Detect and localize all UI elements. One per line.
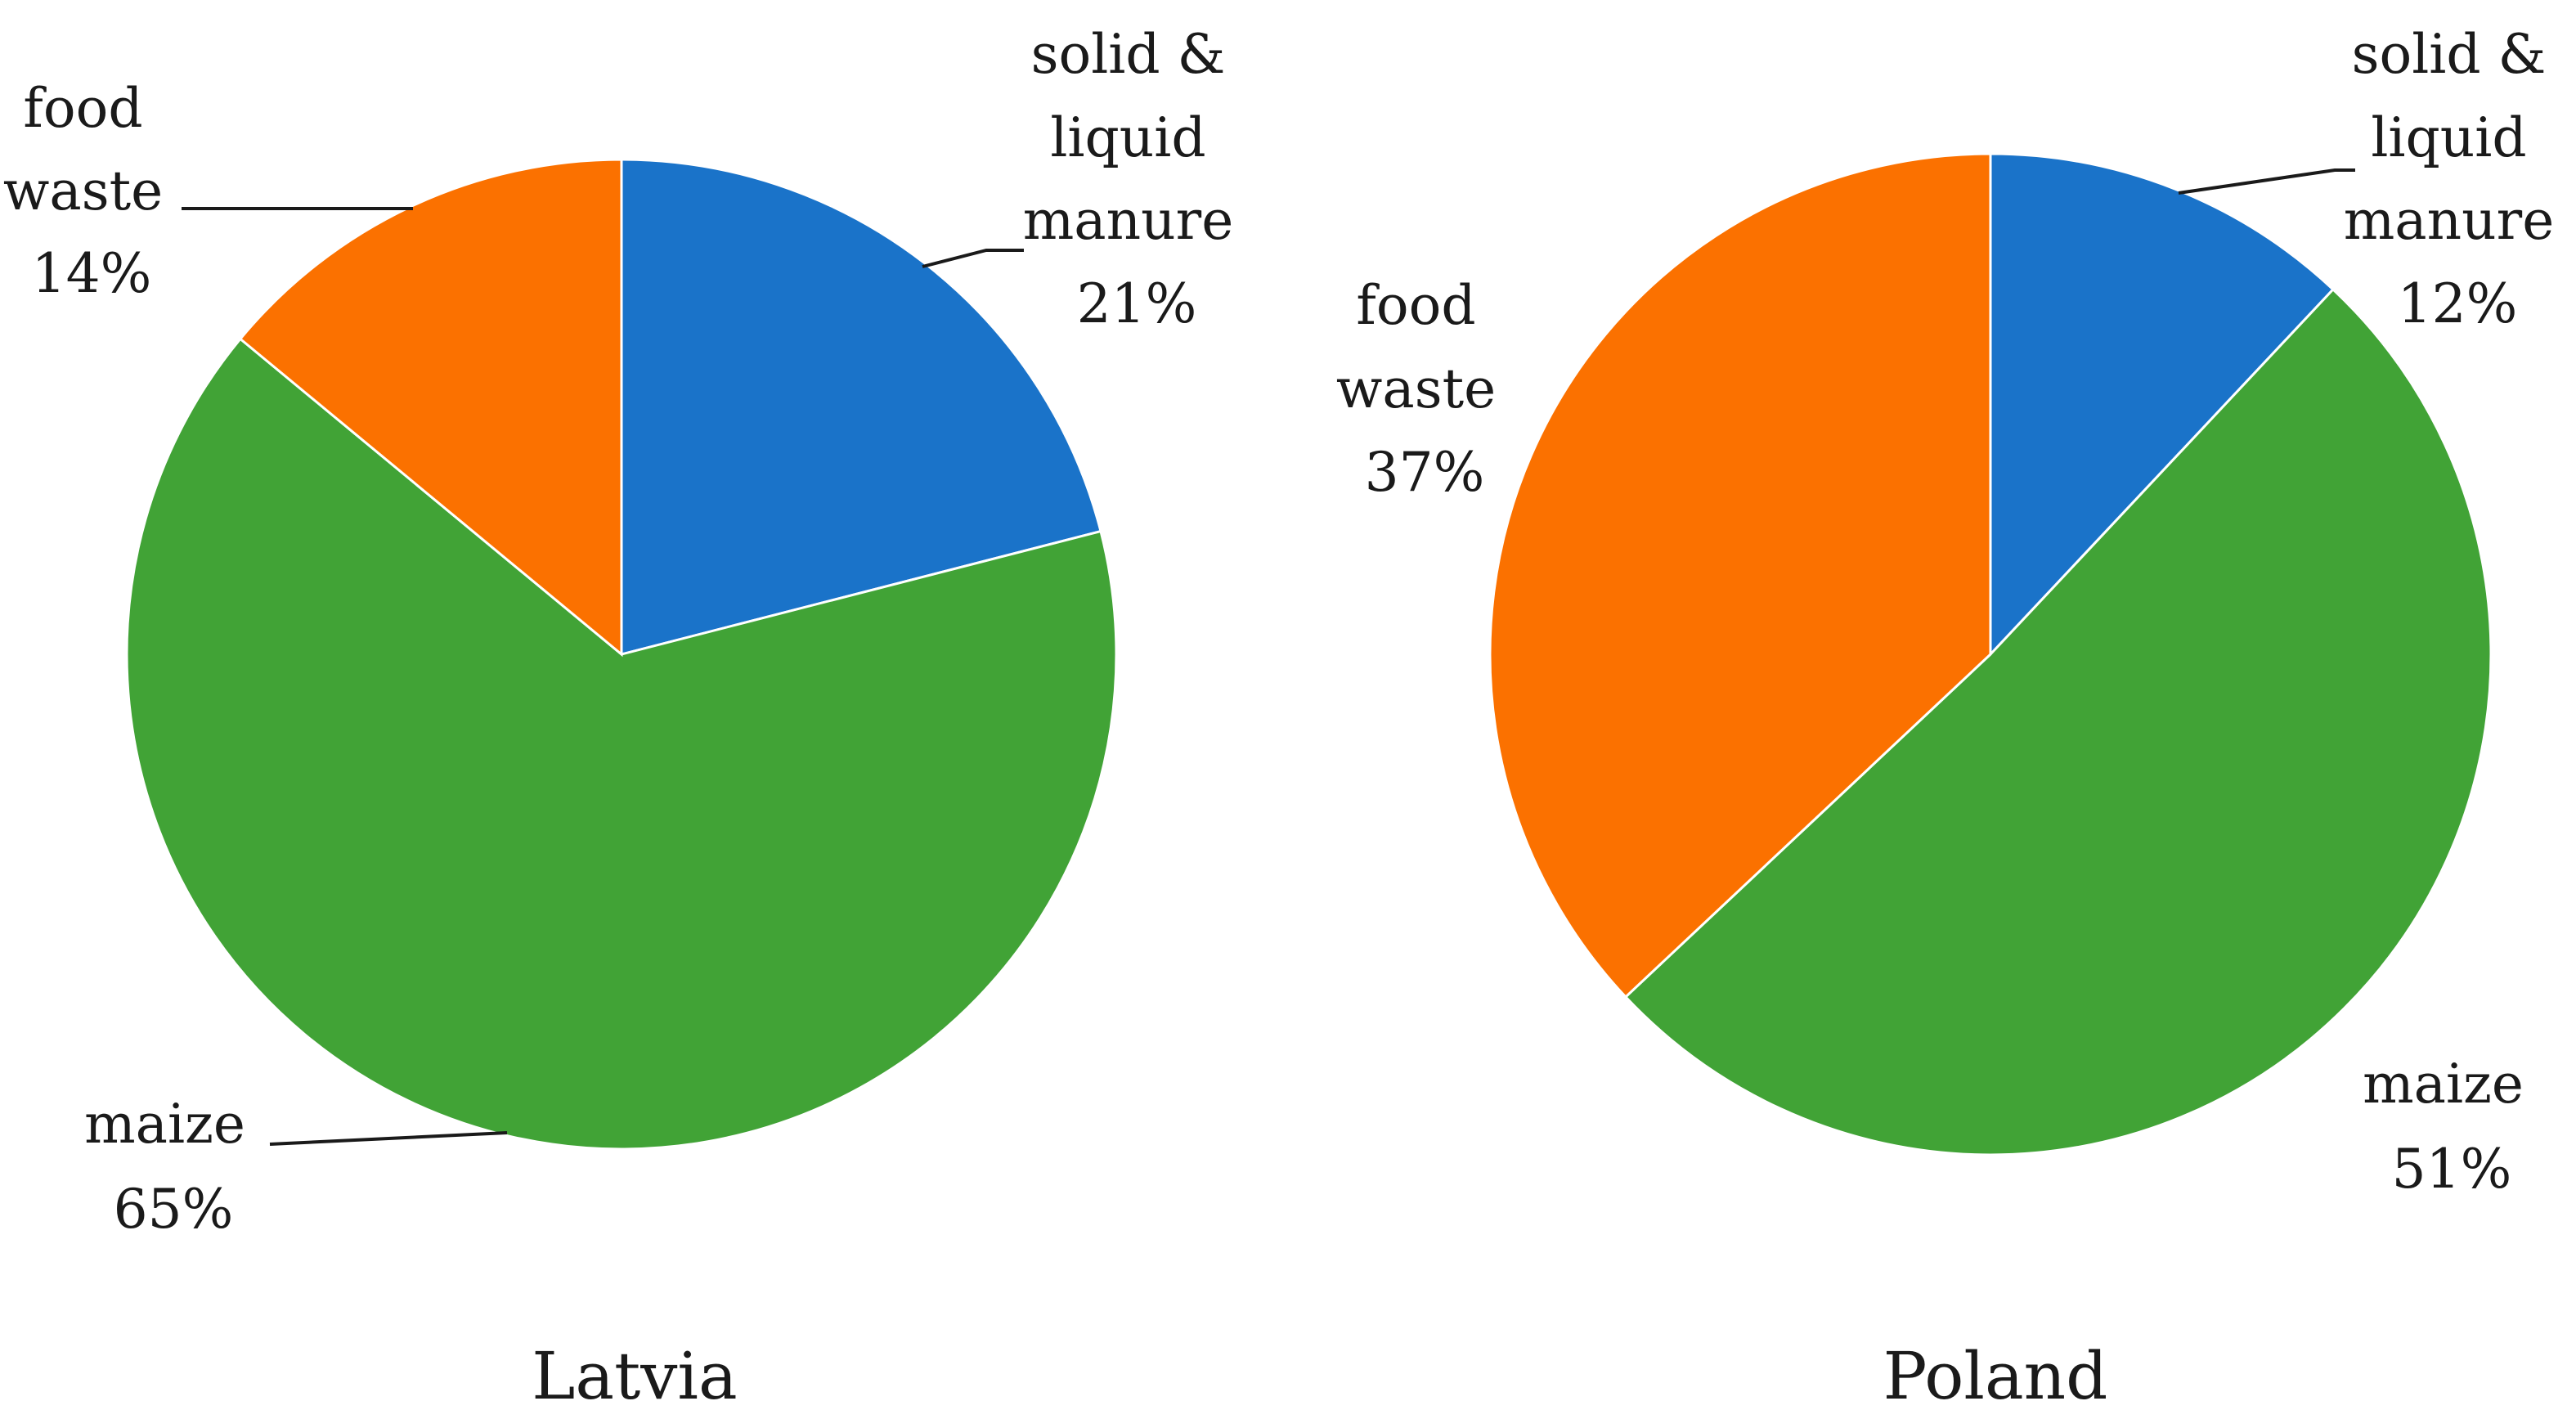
poland-foodwaste-percent: 37% [1365,441,1485,504]
latvia-chart-title: Latvia [532,1338,737,1414]
poland-pie [1488,152,2493,1156]
poland-foodwaste-label: food waste 37% [1336,274,1513,504]
poland-maize-percent: 51% [2392,1138,2512,1201]
latvia-foodwaste-label: food waste 14% [3,77,180,305]
latvia-slice-solid-and-liquid-manure [620,158,1102,656]
latvia-maize-percent: 65% [114,1178,234,1241]
poland-manure-label: solid & liquid manure 12% [2344,23,2572,335]
latvia-manure-percent: 21% [1077,272,1197,335]
latvia-maize-leader-line [269,1131,508,1146]
latvia-slice-maize [125,337,1118,1151]
poland-chart: solid & liquid manure 12% food waste 37%… [1336,23,2572,1414]
poland-manure-leader-line [2178,168,2355,195]
poland-slice-food-waste [1488,152,1992,999]
poland-chart-title: Poland [1883,1338,2108,1414]
poland-manure-percent: 12% [2398,272,2518,335]
latvia-manure-leader-line [922,249,1024,268]
poland-maize-label: maize 51% [2363,1053,2541,1201]
poland-slice-maize [1623,287,2493,1156]
latvia-pie [125,158,1118,1151]
poland-slice-solid-and-liquid-manure [1989,152,2336,658]
latvia-manure-label: solid & liquid manure 21% [1023,23,1251,335]
latvia-foodwaste-percent: 14% [32,242,152,305]
latvia-slice-food-waste [238,158,623,658]
latvia-maize-label: maize 65% [84,1093,263,1241]
latvia-chart: solid & liquid manure 21% food waste 14%… [3,23,1251,1414]
